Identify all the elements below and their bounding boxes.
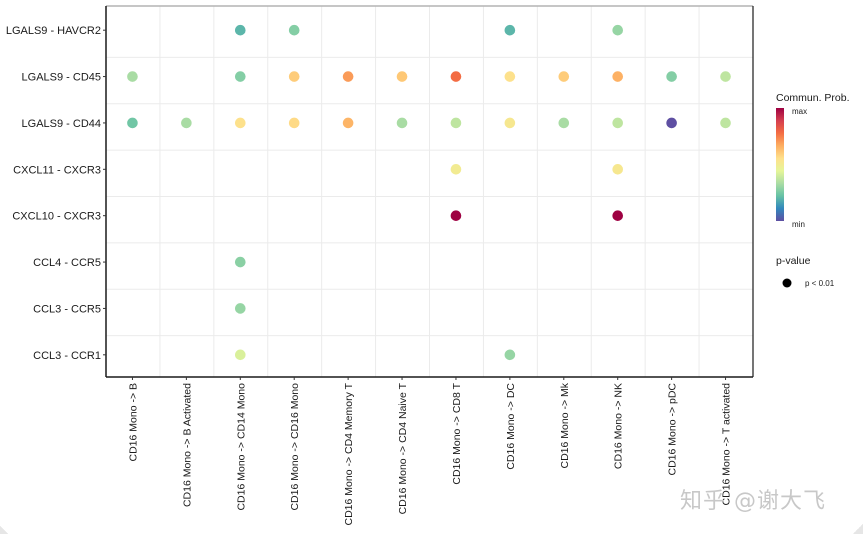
x-tick-label: CD16 Mono -> NK	[613, 383, 625, 469]
data-point	[504, 117, 516, 129]
data-point	[558, 71, 570, 82]
legend-max-label: max	[792, 107, 807, 116]
legend-color-title: Commun. Prob.	[776, 92, 850, 104]
legend-size-title: p-value	[776, 255, 811, 267]
data-point	[612, 210, 624, 221]
data-point	[234, 24, 246, 36]
data-point	[558, 117, 570, 129]
x-axis: CD16 Mono -> B CD16 Mono -> B Activated CD…	[127, 377, 733, 525]
page-corner	[853, 524, 863, 534]
data-point	[612, 71, 624, 82]
x-tick-label: CD16 Mono -> CD14 Mono	[235, 383, 247, 511]
y-tick-label: LGALS9 - HAVCR2	[6, 25, 101, 37]
data-point	[504, 24, 516, 36]
grid-lines	[106, 6, 753, 377]
data-point	[342, 71, 354, 82]
legend-size-dot	[782, 278, 792, 288]
legend-min-label: min	[792, 220, 805, 229]
data-point	[720, 117, 731, 129]
y-tick-label: LGALS9 - CD44	[22, 118, 101, 130]
data-point	[504, 349, 516, 361]
data-point	[396, 71, 408, 82]
x-tick-label: CD16 Mono -> CD4 Naive T	[397, 382, 409, 514]
y-tick-label: CXCL11 - CXCR3	[13, 164, 101, 176]
data-point	[450, 210, 462, 221]
data-point	[612, 24, 624, 36]
x-tick-label: CD16 Mono -> CD16 Mono	[289, 383, 301, 511]
data-point	[666, 117, 677, 129]
data-point	[666, 71, 677, 82]
data-point	[612, 117, 624, 129]
data-point	[181, 117, 192, 129]
legend-colorbar	[776, 108, 784, 221]
plot-frame	[105, 5, 754, 378]
data-point	[504, 71, 516, 82]
y-tick-label: CCL3 - CCR5	[33, 303, 101, 315]
data-point	[720, 71, 731, 82]
watermark: 知乎 @谢大飞	[680, 489, 826, 514]
x-tick-label: CD16 Mono -> DC	[505, 383, 517, 470]
data-point	[288, 117, 300, 129]
points	[127, 24, 731, 361]
data-point	[234, 71, 246, 82]
x-tick-label: CD16 Mono -> pDC	[667, 383, 679, 476]
data-point	[450, 164, 462, 175]
x-tick-label: CD16 Mono -> T activated	[721, 383, 733, 506]
x-tick-label: CD16 Mono -> CD4 Memory T	[343, 382, 355, 525]
data-point	[288, 71, 300, 82]
x-tick-label: CD16 Mono -> B Activated	[181, 383, 193, 507]
data-point	[127, 117, 138, 129]
page-corner-left	[0, 526, 8, 534]
y-tick-label: CXCL10 - CXCR3	[12, 211, 101, 223]
data-point	[288, 24, 300, 36]
data-point	[234, 349, 246, 361]
data-point	[396, 117, 408, 129]
data-point	[450, 117, 462, 129]
x-tick-label: CD16 Mono -> B	[127, 383, 139, 462]
data-point	[127, 71, 138, 82]
legend: Commun. Prob. max min p-value p < 0.01	[776, 92, 850, 288]
data-point	[612, 164, 624, 175]
data-point	[234, 303, 246, 314]
data-point	[234, 256, 246, 268]
y-axis: LGALS9 - HAVCR2 LGALS9 - CD45 LGALS9 - CD4…	[6, 25, 106, 362]
y-tick-label: CCL3 - CCR1	[33, 350, 101, 362]
y-tick-label: LGALS9 - CD45	[22, 72, 101, 84]
data-point	[234, 117, 246, 129]
legend-size-label: p < 0.01	[805, 279, 835, 288]
x-tick-label: CD16 Mono -> CD8 T	[451, 382, 463, 484]
x-tick-label: CD16 Mono -> Mk	[559, 382, 571, 468]
data-point	[342, 117, 354, 129]
y-tick-label: CCL4 - CCR5	[33, 257, 101, 269]
data-point	[450, 71, 462, 82]
